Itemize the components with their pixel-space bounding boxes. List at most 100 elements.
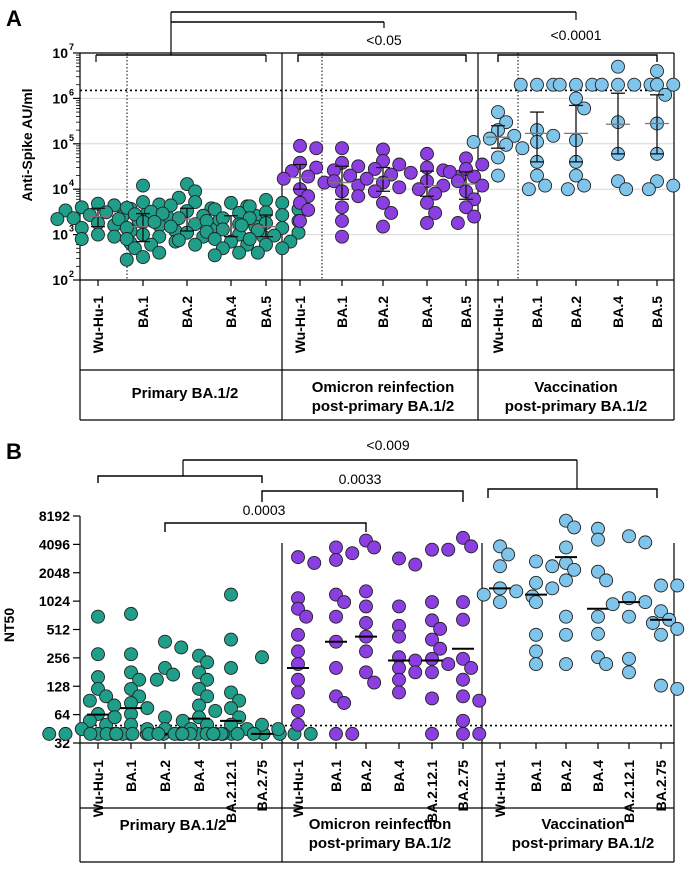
A-point-2-2-2: [552, 77, 567, 92]
B-point-2-5-5: [670, 621, 685, 636]
B-point-0-3-7: [208, 704, 223, 718]
A-point-0-0-9: [66, 211, 81, 226]
A-point-2-0-9: [491, 168, 505, 183]
B-y-tick-label-8: 8192: [39, 508, 70, 524]
B-point-2-0-4: [509, 584, 524, 599]
A-y-tick-exp-4: 6: [69, 87, 74, 97]
A-point-1-4-9: [459, 200, 473, 215]
B-point-1-1-9: [337, 696, 352, 710]
A-point-2-3-8: [619, 182, 634, 197]
B-point-2-2-8: [559, 657, 573, 672]
panel-a-group-label-3a: Vaccination: [534, 379, 617, 396]
B-bracket-vaccination: [487, 488, 658, 498]
panel-b-group-label-3b: post-primary BA.1/2: [512, 835, 655, 852]
A-point-2-3-2: [627, 77, 642, 92]
A-y-tick-exp-1: 3: [69, 224, 74, 234]
B-point-0-5-4: [230, 726, 245, 741]
B-y-tick-label-2: 128: [47, 678, 71, 694]
B-x-tick-label-1-0: Wu-Hu-1: [290, 760, 306, 817]
B-point-0-1-3: [132, 672, 147, 687]
A-point-0-1-0: [136, 178, 150, 193]
B-point-2-2-2: [559, 540, 573, 555]
B-point-2-1-2: [529, 575, 543, 590]
B-point-1-5-5: [464, 661, 479, 675]
A-point-1-4-11: [450, 216, 465, 230]
B-point-2-1-6: [529, 644, 543, 659]
A-point-1-4-4: [467, 169, 482, 184]
A-x-tick-label-1-1: BA.1: [334, 296, 350, 328]
B-point-2-5-1: [670, 578, 685, 593]
B-point-2-5-6: [654, 627, 668, 642]
B-point-0-1-1: [124, 647, 138, 662]
B-point-2-3-7: [599, 657, 614, 672]
B-point-0-5-10: [206, 726, 221, 741]
A-point-2-1-2: [513, 77, 528, 92]
A-point-1-4-6: [475, 178, 490, 193]
B-point-0-1-15: [83, 726, 98, 741]
A-point-1-2-7: [392, 180, 407, 195]
B-point-2-2-7: [559, 627, 573, 642]
A-point-2-1-0: [530, 77, 544, 92]
B-point-2-3-4: [591, 609, 605, 624]
B-x-tick-label-0-3: BA.4: [191, 760, 207, 792]
panel-a-pvalue-1: <0.05: [366, 32, 402, 48]
B-x-tick-label-2-3: BA.4: [590, 760, 606, 792]
A-point-2-2-4: [577, 101, 592, 116]
panel-a-pvalue-2: <0.0001: [551, 27, 602, 43]
B-point-0-5-2: [271, 722, 286, 736]
A-point-1-3-10: [428, 205, 443, 220]
A-point-0-1-17: [127, 241, 142, 256]
B-point-1-5-6: [456, 672, 470, 687]
A-x-tick-label-1-2: BA.2: [375, 296, 391, 328]
A-point-2-3-3: [594, 77, 609, 92]
B-point-0-3-5: [200, 689, 215, 704]
B-point-1-5-2: [456, 595, 470, 610]
A-point-2-0-7: [515, 141, 530, 156]
A-point-0-2-17: [171, 233, 186, 248]
A-point-1-0-0: [293, 138, 307, 153]
B-point-1-1-10: [329, 726, 343, 741]
A-x-tick-label-1-4: BA.5: [458, 296, 474, 328]
panel-a-group-label-3b: post-primary BA.1/2: [505, 398, 648, 415]
A-point-1-1-2: [351, 159, 366, 174]
B-x-tick-label-1-1: BA.1: [328, 760, 344, 792]
A-point-0-4-9: [234, 218, 249, 233]
panel-b-group-label-1: Primary BA.1/2: [120, 817, 227, 834]
B-point-2-2-1: [567, 520, 582, 535]
B-point-1-3-8: [408, 665, 423, 680]
A-point-1-1-0: [335, 141, 349, 156]
A-point-2-0-8: [491, 150, 505, 165]
B-point-1-5-0: [456, 530, 470, 545]
A-y-tick-exp-0: 2: [69, 269, 74, 279]
B-point-0-4-3: [224, 685, 238, 700]
A-x-tick-label-2-3: BA.4: [610, 296, 626, 328]
B-point-1-0-0: [291, 550, 305, 565]
A-point-0-1-14: [119, 232, 134, 246]
A-point-0-4-14: [242, 232, 257, 246]
B-point-1-2-3: [359, 599, 373, 614]
panel-b: NT50 Primary BA.1/2 Omicron reinfection …: [1, 437, 654, 852]
A-point-0-0-17: [107, 229, 122, 244]
B-point-1-5-10: [456, 726, 470, 741]
A-x-tick-label-2-4: BA.5: [649, 296, 665, 328]
A-y-tick-exp-2: 4: [69, 178, 74, 188]
A-point-1-0-11: [301, 202, 316, 217]
B-point-2-2-6: [559, 609, 573, 624]
B-x-tick-label-2-2: BA.2: [558, 760, 574, 792]
A-point-0-2-3: [188, 195, 203, 210]
B-point-0-2-14: [109, 726, 124, 741]
B-point-2-5-4: [645, 616, 660, 630]
B-point-1-1-11: [345, 726, 360, 741]
B-point-0-5-1: [255, 717, 269, 732]
A-point-1-0-12: [293, 213, 307, 228]
B-x-tick-label-1-3: BA.4: [391, 760, 407, 792]
panel-b-pvalue-2: 0.0033: [339, 471, 382, 487]
B-point-0-4-2: [224, 661, 238, 675]
B-point-2-0-7: [493, 595, 507, 610]
B-point-1-5-7: [456, 689, 470, 704]
A-point-0-2-4: [163, 198, 178, 213]
B-x-tick-label-0-4: BA.2.12.1: [223, 760, 239, 823]
A-x-tick-label-2-1: BA.1: [529, 296, 545, 328]
B-point-0-3-6: [192, 698, 206, 713]
